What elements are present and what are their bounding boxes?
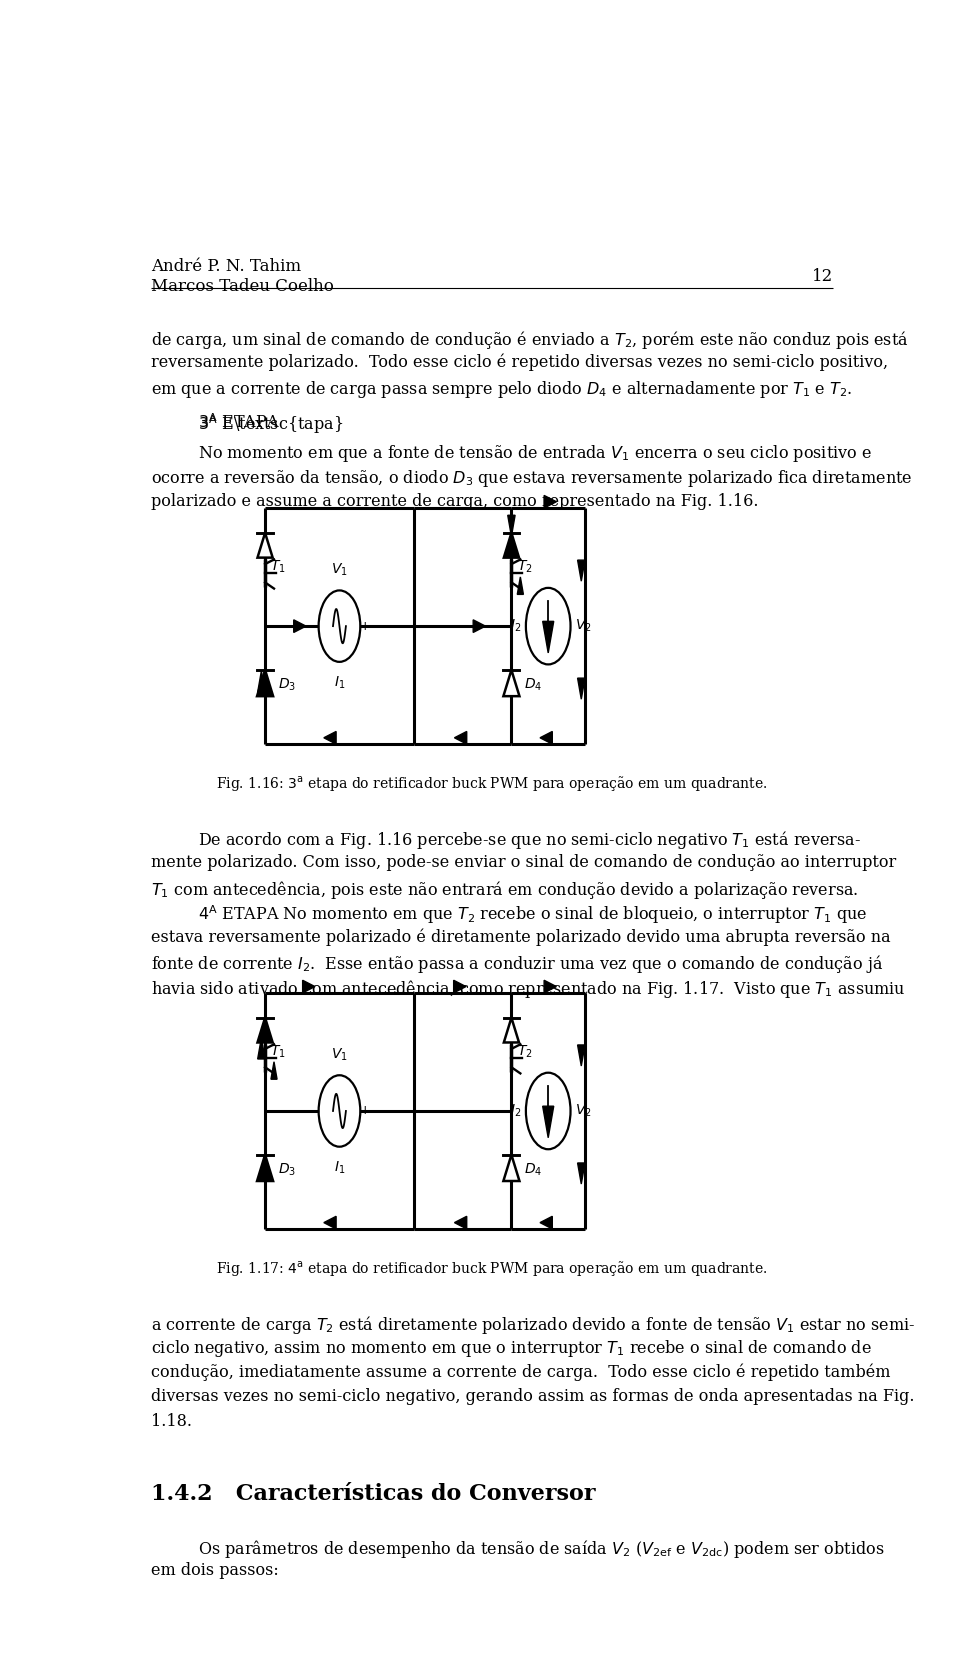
Polygon shape xyxy=(302,981,315,993)
Polygon shape xyxy=(517,577,523,595)
Text: Fig. 1.17: $4^{\mathrm{a}}$ etapa do retificador buck PWM para operação em um qu: Fig. 1.17: $4^{\mathrm{a}}$ etapa do ret… xyxy=(216,1259,768,1278)
Polygon shape xyxy=(504,534,519,558)
Polygon shape xyxy=(544,495,557,509)
Text: estava reversamente polarizado é diretamente polarizado devido uma abrupta rever: estava reversamente polarizado é diretam… xyxy=(152,928,891,946)
Text: mente polarizado. Com isso, pode-se enviar o sinal de comando de condução ao int: mente polarizado. Com isso, pode-se envi… xyxy=(152,853,897,870)
Polygon shape xyxy=(578,678,585,699)
Text: De acordo com a Fig. 1.16 percebe-se que no semi-ciclo negativo $T_1$ está rever: De acordo com a Fig. 1.16 percebe-se que… xyxy=(198,828,861,850)
Polygon shape xyxy=(504,1017,519,1042)
Text: $I_1$: $I_1$ xyxy=(334,674,346,691)
Text: $V_2$: $V_2$ xyxy=(575,1104,591,1118)
Text: $-$: $-$ xyxy=(309,1105,320,1117)
Polygon shape xyxy=(544,981,557,993)
Text: 1.18.: 1.18. xyxy=(152,1413,192,1430)
Polygon shape xyxy=(257,671,265,693)
Polygon shape xyxy=(578,560,585,582)
Text: em dois passos:: em dois passos: xyxy=(152,1563,279,1579)
Text: $D_4$: $D_4$ xyxy=(524,678,542,693)
Text: André P. N. Tahim: André P. N. Tahim xyxy=(152,257,301,275)
Polygon shape xyxy=(257,1155,273,1181)
Text: $-$: $-$ xyxy=(309,620,320,633)
Text: $D_3$: $D_3$ xyxy=(277,678,296,693)
Text: $4^{\mathrm{A}}$ ETAPA No momento em que $T_2$ recebe o sinal de bloqueio, o int: $4^{\mathrm{A}}$ ETAPA No momento em que… xyxy=(198,903,867,926)
Text: a corrente de carga $T_2$ está diretamente polarizado devido a fonte de tensão $: a corrente de carga $T_2$ está diretamen… xyxy=(152,1314,916,1336)
Text: diversas vezes no semi-ciclo negativo, gerando assim as formas de onda apresenta: diversas vezes no semi-ciclo negativo, g… xyxy=(152,1389,915,1405)
Text: $T_1$: $T_1$ xyxy=(271,558,286,575)
Text: $T_2$: $T_2$ xyxy=(516,558,533,575)
Polygon shape xyxy=(503,669,519,696)
Polygon shape xyxy=(257,534,273,558)
Text: havia sido ativado com antecedência, como representado na Fig. 1.17.  Visto que : havia sido ativado com antecedência, com… xyxy=(152,978,906,1001)
Polygon shape xyxy=(257,1017,273,1042)
Text: $+$: $+$ xyxy=(359,1105,371,1117)
Circle shape xyxy=(526,588,570,664)
Text: 1.4.2   Características do Conversor: 1.4.2 Características do Conversor xyxy=(152,1483,596,1505)
Polygon shape xyxy=(540,731,552,744)
Polygon shape xyxy=(542,621,554,653)
Text: $T_1$ com antecedência, pois este não entrará em condução devido a polarização r: $T_1$ com antecedência, pois este não en… xyxy=(152,878,858,900)
Circle shape xyxy=(526,1072,570,1150)
Text: em que a corrente de carga passa sempre pelo diodo $D_4$ e alternadamente por $T: em que a corrente de carga passa sempre … xyxy=(152,379,852,399)
Text: $I_2$: $I_2$ xyxy=(510,618,521,635)
Text: ciclo negativo, assim no momento em que o interruptor $T_1$ recebe o sinal de co: ciclo negativo, assim no momento em que … xyxy=(152,1339,872,1359)
Text: $T_2$: $T_2$ xyxy=(516,1044,533,1060)
Polygon shape xyxy=(540,1216,552,1229)
Text: ocorre a reversão da tensão, o diodo $D_3$ que estava reversamente polarizado fi: ocorre a reversão da tensão, o diodo $D_… xyxy=(152,469,913,489)
Text: $3^{\mathrm{A}}$ E\textsc{tapa}: $3^{\mathrm{A}}$ E\textsc{tapa} xyxy=(198,414,344,436)
Polygon shape xyxy=(454,981,466,993)
Polygon shape xyxy=(503,1155,519,1181)
Circle shape xyxy=(319,1075,360,1147)
Text: $I_1$: $I_1$ xyxy=(334,1160,346,1175)
Text: Os parâmetros de desempenho da tensão de saída $V_2$ ($V_{2\mathrm{ef}}$ e $V_{2: Os parâmetros de desempenho da tensão de… xyxy=(198,1538,884,1559)
Polygon shape xyxy=(578,1046,585,1065)
Text: $D_4$: $D_4$ xyxy=(524,1162,542,1178)
Text: $V_1$: $V_1$ xyxy=(331,562,348,578)
Text: condução, imediatamente assume a corrente de carga.  Todo esse ciclo é repetido : condução, imediatamente assume a corrent… xyxy=(152,1364,891,1380)
Polygon shape xyxy=(324,731,336,744)
Text: $+$: $+$ xyxy=(359,620,371,633)
Text: $I_2$: $I_2$ xyxy=(510,1104,521,1118)
Polygon shape xyxy=(454,1216,467,1229)
Text: 12: 12 xyxy=(811,268,832,285)
Polygon shape xyxy=(508,515,516,537)
Polygon shape xyxy=(257,1037,265,1059)
Polygon shape xyxy=(294,620,306,633)
Polygon shape xyxy=(542,1107,554,1138)
Text: Marcos Tadeu Coelho: Marcos Tadeu Coelho xyxy=(152,278,334,295)
Text: de carga, um sinal de comando de condução é enviado a $T_2$, porém este não cond: de carga, um sinal de comando de conduçã… xyxy=(152,330,909,351)
Text: $T_1$: $T_1$ xyxy=(271,1044,286,1060)
Text: Fig. 1.16: $3^{\mathrm{a}}$ etapa do retificador buck PWM para operação em um qu: Fig. 1.16: $3^{\mathrm{a}}$ etapa do ret… xyxy=(216,774,768,794)
Text: $D_3$: $D_3$ xyxy=(277,1162,296,1178)
Text: polarizado e assume a corrente de carga, como representado na Fig. 1.16.: polarizado e assume a corrente de carga,… xyxy=(152,494,758,510)
Polygon shape xyxy=(473,620,486,633)
Polygon shape xyxy=(271,1062,277,1079)
Text: $V_2$: $V_2$ xyxy=(575,618,591,635)
Text: fonte de corrente $I_2$.  Esse então passa a conduzir uma vez que o comando de c: fonte de corrente $I_2$. Esse então pass… xyxy=(152,953,883,976)
Text: $3^{\mathrm{A}}$ ETAPA: $3^{\mathrm{A}}$ ETAPA xyxy=(198,414,280,432)
Polygon shape xyxy=(578,1163,585,1185)
Polygon shape xyxy=(454,731,467,744)
Text: reversamente polarizado.  Todo esse ciclo é repetido diversas vezes no semi-cicl: reversamente polarizado. Todo esse ciclo… xyxy=(152,355,888,371)
Circle shape xyxy=(319,590,360,661)
Polygon shape xyxy=(324,1216,336,1229)
Polygon shape xyxy=(257,669,273,696)
Text: No momento em que a fonte de tensão de entrada $V_1$ encerra o seu ciclo positiv: No momento em que a fonte de tensão de e… xyxy=(198,444,872,464)
Text: $V_1$: $V_1$ xyxy=(331,1046,348,1062)
